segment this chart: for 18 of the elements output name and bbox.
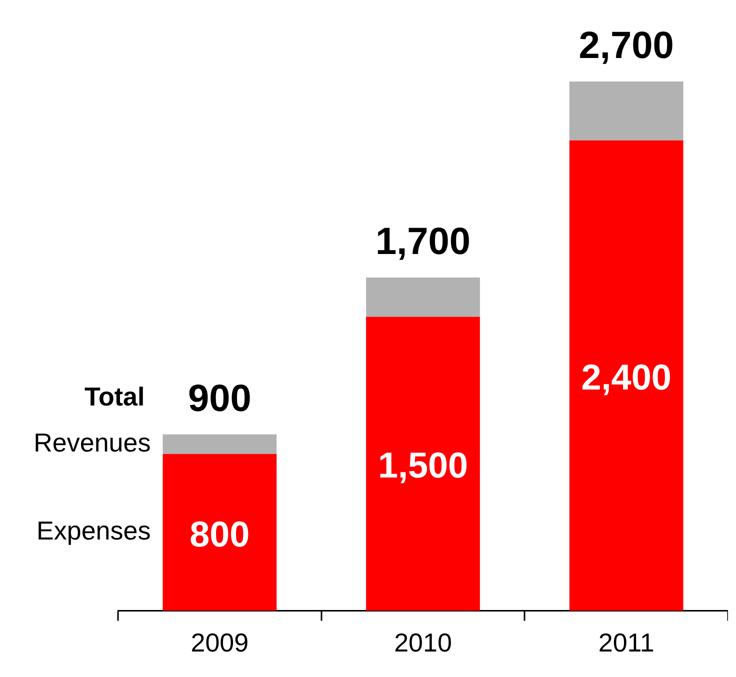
total-label: 1,700 (375, 221, 471, 264)
x-tick-label: 2009 (190, 628, 249, 658)
annotation: Total (84, 382, 145, 412)
data-label: 2,400 (581, 356, 672, 398)
bar (569, 82, 684, 140)
bar (569, 140, 684, 611)
total-label: 900 (188, 378, 252, 420)
bar (162, 454, 277, 611)
data-label: 1,500 (378, 444, 468, 486)
total-label: 2,700 (578, 25, 674, 67)
bar (366, 316, 480, 611)
data-label: 800 (190, 513, 250, 554)
x-tick-label: 2010 (394, 628, 452, 658)
series-label: Expenses (36, 516, 151, 546)
series-label: Revenues (34, 427, 151, 458)
bar (366, 278, 480, 317)
bar (162, 434, 277, 454)
x-tick-label: 2011 (598, 628, 654, 658)
